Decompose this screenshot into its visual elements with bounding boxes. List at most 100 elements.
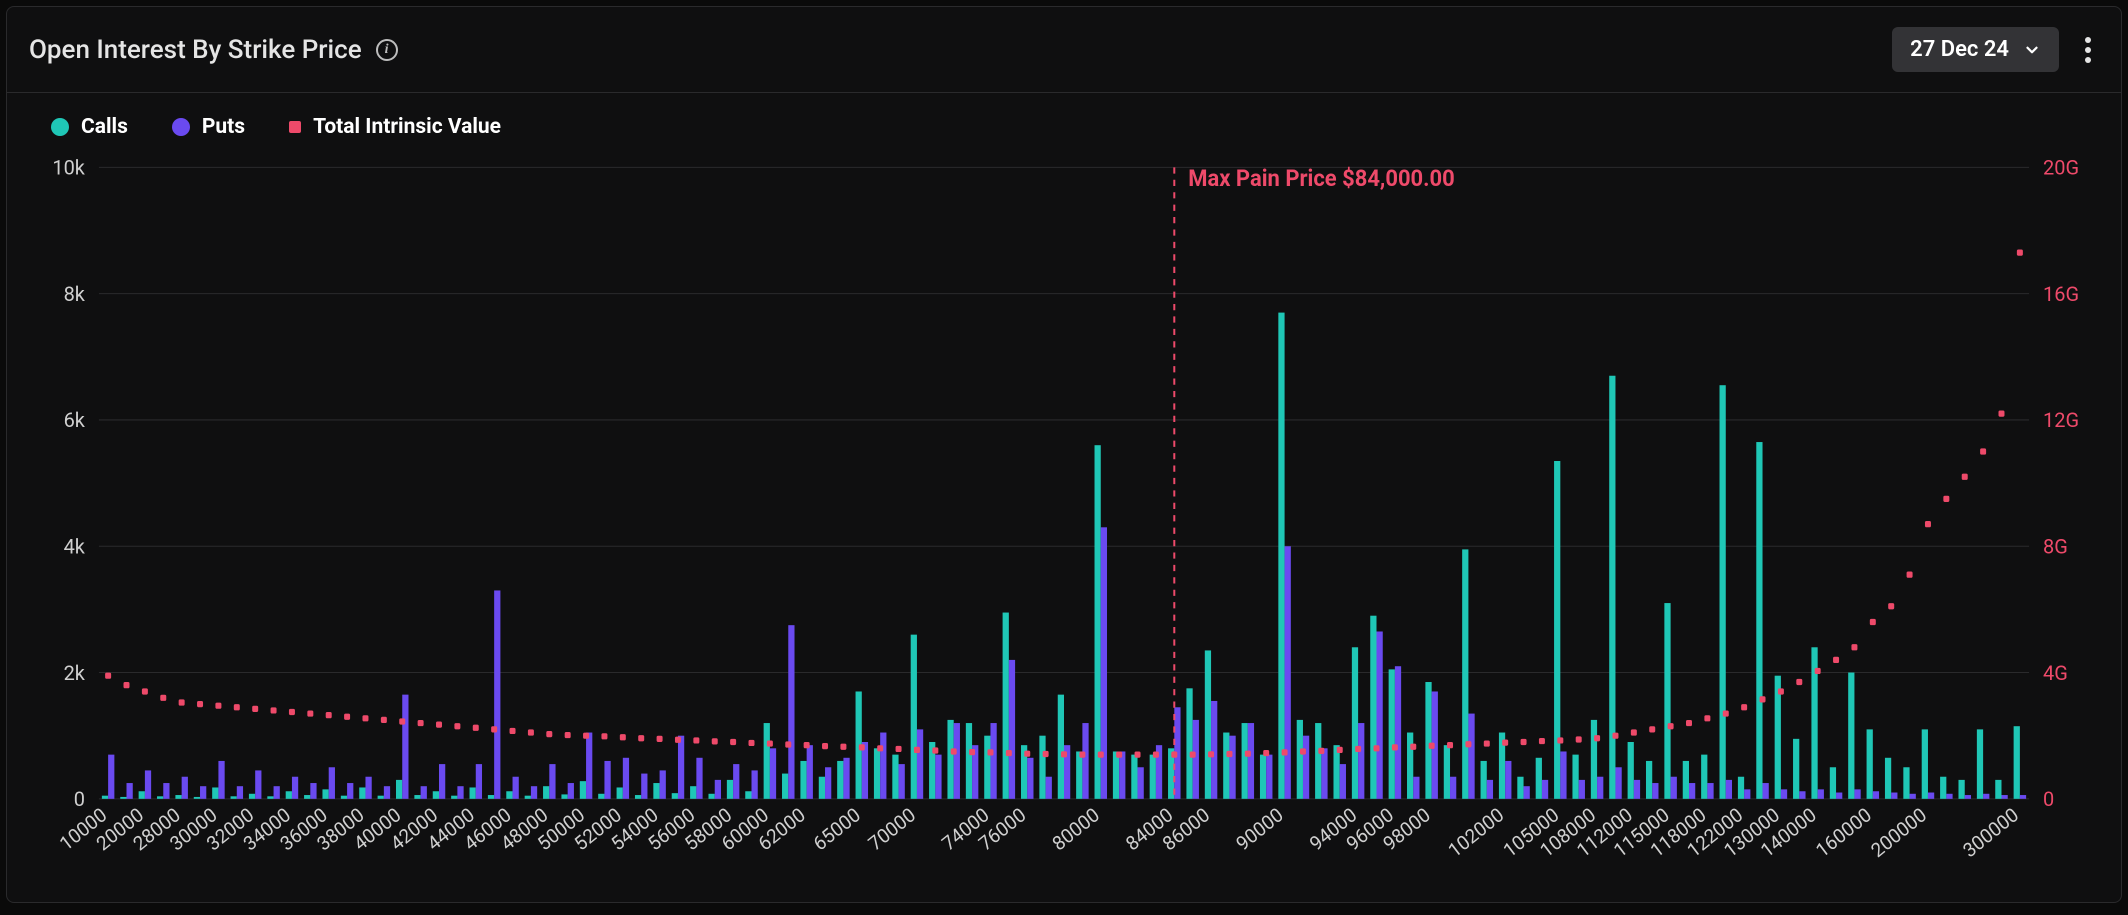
bar-put[interactable] [329, 767, 335, 799]
intrinsic-marker[interactable] [1998, 411, 2004, 417]
bar-put[interactable] [678, 736, 684, 799]
intrinsic-marker[interactable] [1098, 752, 1104, 758]
intrinsic-marker[interactable] [1061, 751, 1067, 757]
bar-put[interactable] [1450, 777, 1456, 799]
bar-call[interactable] [1113, 751, 1119, 798]
bar-call[interactable] [1425, 682, 1431, 799]
intrinsic-marker[interactable] [785, 741, 791, 747]
bar-put[interactable] [880, 733, 886, 799]
bar-call[interactable] [1150, 755, 1156, 799]
bar-call[interactable] [1793, 739, 1799, 799]
intrinsic-marker[interactable] [1888, 603, 1894, 609]
bar-call[interactable] [561, 794, 567, 798]
bar-put[interactable] [1836, 793, 1842, 799]
bar-call[interactable] [580, 781, 586, 799]
intrinsic-marker[interactable] [326, 712, 332, 718]
bar-put[interactable] [310, 783, 316, 799]
intrinsic-marker[interactable] [1723, 710, 1729, 716]
bar-put[interactable] [1634, 780, 1640, 799]
bar-put[interactable] [1505, 761, 1511, 799]
bar-call[interactable] [966, 723, 972, 799]
intrinsic-marker[interactable] [1704, 715, 1710, 721]
bar-put[interactable] [127, 783, 133, 799]
bar-call[interactable] [874, 748, 880, 799]
intrinsic-marker[interactable] [1337, 747, 1343, 753]
intrinsic-marker[interactable] [767, 740, 773, 746]
bar-put[interactable] [899, 764, 905, 799]
intrinsic-marker[interactable] [877, 745, 883, 751]
bar-put[interactable] [1818, 789, 1824, 798]
intrinsic-marker[interactable] [1851, 644, 1857, 650]
bar-put[interactable] [954, 723, 960, 799]
bar-call[interactable] [175, 795, 181, 799]
bar-put[interactable] [476, 764, 482, 799]
intrinsic-marker[interactable] [1282, 749, 1288, 755]
intrinsic-marker[interactable] [1374, 745, 1380, 751]
bar-put[interactable] [365, 777, 371, 799]
bar-call[interactable] [1701, 755, 1707, 799]
intrinsic-marker[interactable] [1668, 723, 1674, 729]
intrinsic-marker[interactable] [1778, 688, 1784, 694]
intrinsic-marker[interactable] [822, 743, 828, 749]
bar-put[interactable] [1928, 793, 1934, 799]
bar-call[interactable] [1885, 758, 1891, 799]
intrinsic-marker[interactable] [896, 746, 902, 752]
bar-put[interactable] [1468, 714, 1474, 799]
bar-put[interactable] [2020, 795, 2026, 799]
intrinsic-marker[interactable] [179, 699, 185, 705]
intrinsic-marker[interactable] [1465, 741, 1471, 747]
bar-call[interactable] [1756, 442, 1762, 799]
bar-call[interactable] [249, 794, 255, 799]
bar-call[interactable] [433, 791, 439, 799]
bar-call[interactable] [1591, 720, 1597, 799]
bar-put[interactable] [715, 780, 721, 799]
intrinsic-marker[interactable] [804, 742, 810, 748]
bar-call[interactable] [1278, 313, 1284, 799]
intrinsic-marker[interactable] [160, 695, 166, 701]
bar-put[interactable] [182, 777, 188, 799]
bar-put[interactable] [1542, 780, 1548, 799]
intrinsic-marker[interactable] [675, 737, 681, 743]
bar-put[interactable] [1487, 780, 1493, 799]
bar-call[interactable] [139, 791, 145, 799]
bar-call[interactable] [1186, 688, 1192, 799]
more-menu-button[interactable] [2077, 29, 2099, 71]
bar-put[interactable] [1376, 631, 1382, 798]
bar-put[interactable] [1910, 794, 1916, 799]
intrinsic-marker[interactable] [528, 729, 534, 735]
bar-put[interactable] [1266, 755, 1272, 799]
bar-put[interactable] [549, 764, 555, 799]
bar-call[interactable] [470, 787, 476, 798]
bar-call[interactable] [304, 795, 310, 799]
bar-call[interactable] [1958, 780, 1964, 799]
bar-call[interactable] [1039, 736, 1045, 799]
bar-put[interactable] [218, 761, 224, 799]
intrinsic-marker[interactable] [1521, 739, 1527, 745]
intrinsic-marker[interactable] [1208, 751, 1214, 757]
bar-put[interactable] [1211, 701, 1217, 799]
bar-put[interactable] [292, 777, 298, 799]
intrinsic-marker[interactable] [1631, 729, 1637, 735]
intrinsic-marker[interactable] [1612, 733, 1618, 739]
bar-put[interactable] [255, 770, 261, 798]
bar-put[interactable] [1248, 723, 1254, 799]
intrinsic-marker[interactable] [1539, 738, 1545, 744]
intrinsic-marker[interactable] [1429, 743, 1435, 749]
bar-put[interactable] [384, 786, 390, 799]
intrinsic-marker[interactable] [1833, 657, 1839, 663]
intrinsic-marker[interactable] [693, 737, 699, 743]
intrinsic-marker[interactable] [1318, 748, 1324, 754]
intrinsic-marker[interactable] [620, 734, 626, 740]
intrinsic-marker[interactable] [840, 744, 846, 750]
bar-put[interactable] [1138, 767, 1144, 799]
intrinsic-marker[interactable] [1043, 751, 1049, 757]
intrinsic-marker[interactable] [1410, 744, 1416, 750]
bar-put[interactable] [733, 764, 739, 799]
bar-call[interactable] [635, 795, 641, 799]
bar-put[interactable] [457, 786, 463, 799]
intrinsic-marker[interactable] [1907, 572, 1913, 578]
bar-put[interactable] [1193, 720, 1199, 799]
bar-put[interactable] [770, 748, 776, 799]
bar-put[interactable] [2001, 795, 2007, 799]
bar-put[interactable] [752, 770, 758, 798]
